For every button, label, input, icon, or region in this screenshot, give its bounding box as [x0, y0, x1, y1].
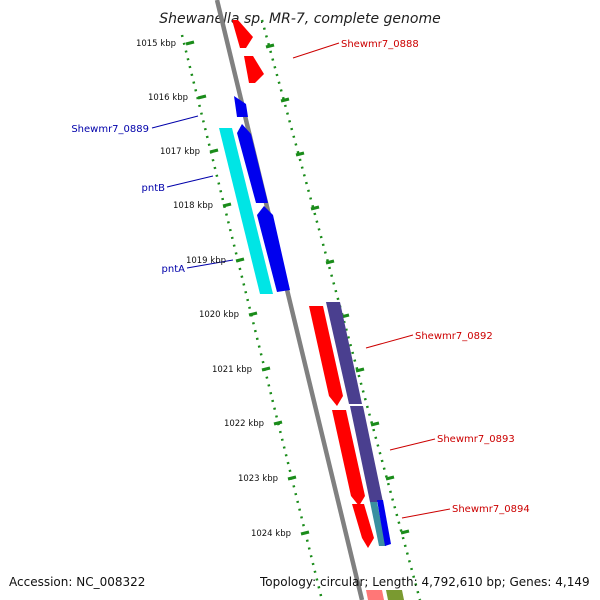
kbp-label: 1020 kbp	[199, 310, 239, 320]
kbp-tick	[222, 202, 232, 208]
gene-label-shewmr7-0893[interactable]: Shewmr7_0893	[437, 434, 515, 445]
kbp-label: 1019 kbp	[186, 256, 226, 266]
gene-feature-bottom-red	[366, 590, 384, 600]
kbp-tick-right	[400, 529, 410, 535]
kbp-label: 1015 kbp	[136, 39, 176, 49]
gene-feature-pntA	[257, 206, 290, 292]
gene-feature-0887	[232, 20, 253, 48]
gene-feature-0893-purple	[350, 406, 383, 502]
kbp-tick-right	[295, 151, 305, 157]
kbp-label: 1016 kbp	[148, 93, 188, 103]
genome-backbone	[214, 0, 365, 600]
gene-labels: Shewmr7_0888 Shewmr7_0889 pntB pntA Shewmr7_…	[71, 39, 529, 515]
kbp-tick-right	[310, 205, 320, 211]
gene-feature-0893	[332, 410, 365, 506]
kbp-label: 1023 kbp	[238, 474, 278, 484]
kbp-tick	[300, 530, 310, 536]
kbp-label: 1018 kbp	[173, 201, 213, 211]
gene-feature-pntB	[237, 124, 268, 203]
gene-label-shewmr7-0888[interactable]: Shewmr7_0888	[341, 39, 419, 50]
gene-label-shewmr7-0889[interactable]: Shewmr7_0889	[71, 124, 149, 135]
accession-text: Accession: NC_008322	[9, 575, 146, 589]
kbp-label: 1017 kbp	[160, 147, 200, 157]
gene-feature-0888	[244, 56, 264, 83]
kbp-tick	[273, 420, 283, 426]
kbp-tick	[248, 311, 258, 317]
kbp-ticks	[185, 40, 410, 536]
kbp-tick-right	[325, 259, 335, 265]
kbp-label: 1021 kbp	[212, 365, 252, 375]
kbp-tick	[185, 40, 195, 46]
kbp-tick-right	[370, 421, 380, 427]
gene-feature-0892-purple	[326, 302, 362, 404]
kbp-tick	[197, 94, 207, 100]
gene-feature-0892	[309, 306, 343, 406]
kbp-label: 1024 kbp	[251, 529, 291, 539]
gene-label-shewmr7-0892[interactable]: Shewmr7_0892	[415, 331, 493, 342]
gene-leaders	[151, 42, 451, 519]
kbp-labels: 1015 kbp 1016 kbp 1017 kbp 1018 kbp 1019 kbp…	[136, 39, 291, 539]
gene-feature-0894-teal	[370, 502, 386, 546]
kbp-tick-right	[265, 43, 275, 49]
kbp-tick	[287, 475, 297, 481]
kbp-tick-right	[355, 367, 365, 373]
topology-text: Topology: circular; Length: 4,792,610 bp…	[260, 575, 590, 589]
gene-feature-0894-blue	[377, 500, 391, 546]
kbp-tick-right	[385, 475, 395, 481]
gene-feature-0889	[234, 96, 248, 117]
gene-features	[219, 20, 404, 600]
gene-feature-0889-cyan	[219, 128, 273, 294]
kbp-tick-right	[280, 97, 290, 103]
gene-label-pnta[interactable]: pntA	[162, 264, 186, 275]
kbp-tick	[261, 366, 271, 372]
gene-label-shewmr7-0894[interactable]: Shewmr7_0894	[452, 504, 530, 515]
gene-feature-bottom-olive	[386, 590, 404, 600]
gene-feature-0894	[352, 504, 374, 548]
ruler-left	[180, 34, 324, 600]
map-title: Shewanella sp. MR-7, complete genome	[159, 11, 440, 27]
gene-label-pntb[interactable]: pntB	[142, 183, 166, 194]
kbp-tick	[235, 257, 245, 263]
kbp-label: 1022 kbp	[224, 419, 264, 429]
kbp-tick	[209, 148, 219, 154]
